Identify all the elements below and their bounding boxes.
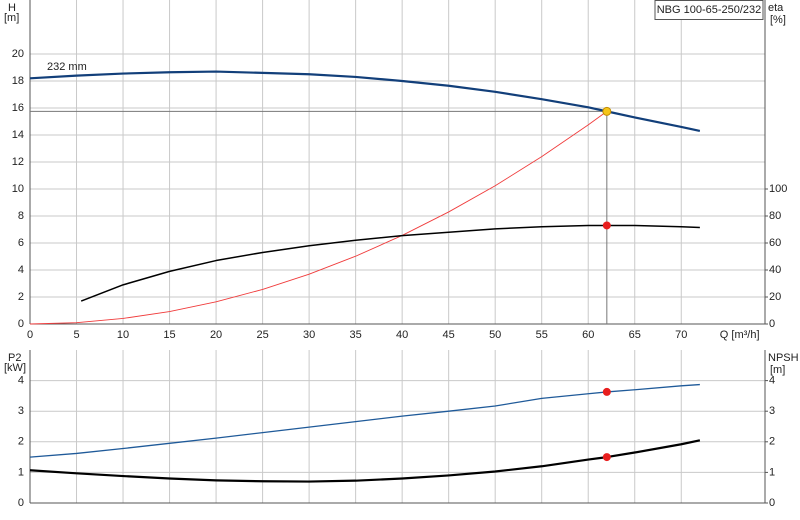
y-tick-label: 2 bbox=[18, 291, 24, 303]
y2-unit: [%] bbox=[770, 14, 786, 26]
x-tick-label: 5 bbox=[73, 329, 79, 341]
y-tick-label: 0 bbox=[18, 497, 24, 509]
x-tick-label: 55 bbox=[536, 329, 548, 341]
curve-annotation: 232 mm bbox=[47, 61, 87, 73]
curve bbox=[29, 70, 701, 133]
x-tick-label: 70 bbox=[675, 329, 687, 341]
y-tick-label: 12 bbox=[12, 156, 24, 168]
y2-label: NPSH bbox=[768, 352, 799, 364]
x-tick-label: 45 bbox=[443, 329, 455, 341]
y-tick-label: 10 bbox=[12, 183, 24, 195]
y2-tick-label: 1 bbox=[769, 466, 775, 478]
y2-tick-label: 100 bbox=[769, 183, 787, 195]
operating-point bbox=[602, 387, 611, 396]
y2-tick-label: 80 bbox=[769, 210, 781, 222]
x-tick-label: 25 bbox=[256, 329, 268, 341]
x-tick-label: 65 bbox=[629, 329, 641, 341]
curve bbox=[29, 383, 700, 458]
x-tick-label: 50 bbox=[489, 329, 501, 341]
curve bbox=[29, 111, 608, 325]
y-tick-label: 20 bbox=[12, 48, 24, 60]
y-unit: [kW] bbox=[4, 362, 26, 374]
y-tick-label: 1 bbox=[18, 466, 24, 478]
x-tick-label: 10 bbox=[117, 329, 129, 341]
operating-point bbox=[602, 221, 611, 230]
y-tick-label: 14 bbox=[12, 129, 24, 141]
y-tick-label: 3 bbox=[18, 405, 24, 417]
x-tick-label: 35 bbox=[350, 329, 362, 341]
y2-tick-label: 20 bbox=[769, 291, 781, 303]
y-tick-label: 0 bbox=[18, 318, 24, 330]
y-tick-label: 8 bbox=[18, 210, 24, 222]
y-tick-label: 16 bbox=[12, 102, 24, 114]
y2-unit: [m] bbox=[770, 364, 785, 376]
y2-tick-label: 2 bbox=[769, 436, 775, 448]
chart-title: NBG 100-65-250/232 bbox=[657, 4, 762, 16]
y-tick-label: 4 bbox=[18, 375, 24, 387]
x-tick-label: 40 bbox=[396, 329, 408, 341]
curve bbox=[29, 439, 701, 483]
y-unit: [m] bbox=[4, 12, 19, 24]
x-tick-label: 20 bbox=[210, 329, 222, 341]
y-tick-label: 2 bbox=[18, 436, 24, 448]
y-tick-label: 6 bbox=[18, 237, 24, 249]
y2-tick-label: 40 bbox=[769, 264, 781, 276]
x-tick-label: 15 bbox=[163, 329, 175, 341]
y-tick-label: 4 bbox=[18, 264, 24, 276]
y2-tick-label: 60 bbox=[769, 237, 781, 249]
y2-tick-label: 0 bbox=[769, 318, 775, 330]
title-box bbox=[654, 0, 764, 20]
y2-label: eta bbox=[768, 2, 784, 14]
curve bbox=[80, 224, 700, 302]
operating-point bbox=[602, 106, 612, 116]
y-tick-label: 18 bbox=[12, 75, 24, 87]
x-label: Q [m³/h] bbox=[720, 329, 760, 341]
y2-tick-label: 4 bbox=[769, 375, 775, 387]
x-tick-label: 0 bbox=[27, 329, 33, 341]
y2-tick-label: 3 bbox=[769, 405, 775, 417]
x-tick-label: 30 bbox=[303, 329, 315, 341]
y-label: H bbox=[8, 2, 16, 14]
y-label: P2 bbox=[8, 352, 21, 364]
y2-tick-label: 0 bbox=[769, 497, 775, 509]
x-tick-label: 60 bbox=[582, 329, 594, 341]
operating-point bbox=[602, 453, 611, 462]
